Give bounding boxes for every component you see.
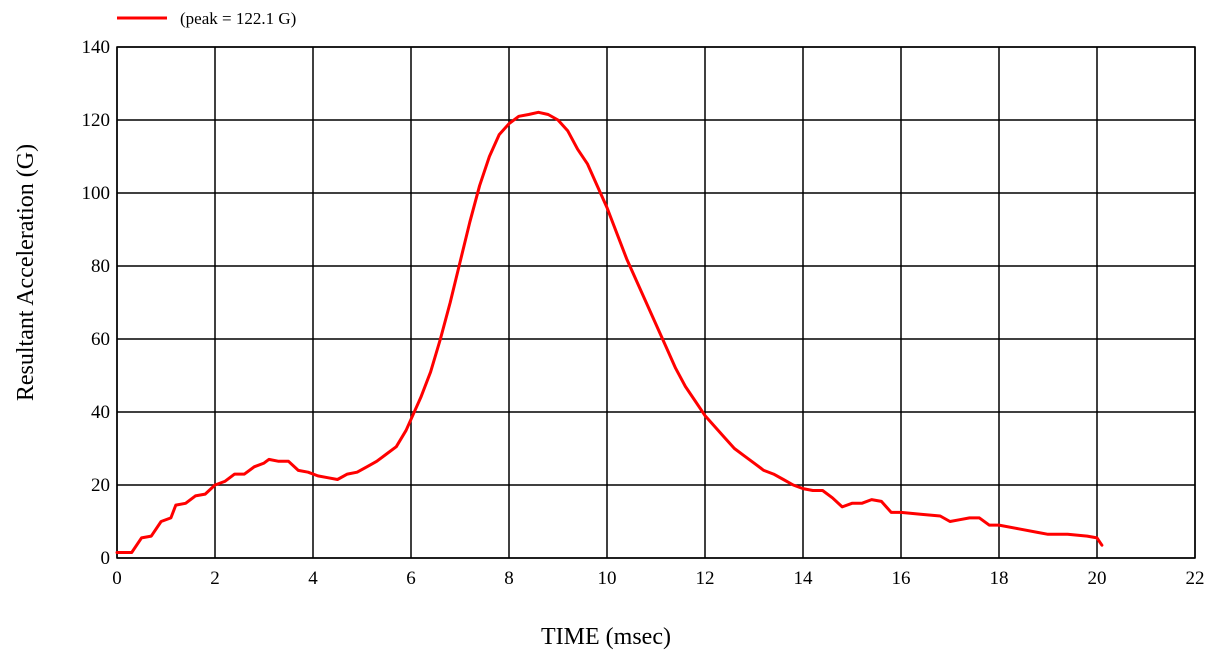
y-tick-labels: 0 20 40 60 80 100 120 140	[82, 37, 111, 569]
x-tick-label: 0	[112, 568, 122, 589]
x-tick-label: 8	[504, 568, 514, 589]
x-tick-label: 14	[794, 568, 814, 589]
legend: (peak = 122.1 G)	[117, 9, 296, 28]
grid	[116, 46, 1196, 559]
x-tick-label: 20	[1088, 568, 1107, 589]
x-tick-label: 18	[990, 568, 1009, 589]
y-tick-label: 140	[82, 37, 111, 58]
x-tick-label: 10	[598, 568, 617, 589]
y-tick-label: 80	[91, 256, 110, 277]
x-tick-label: 22	[1186, 568, 1205, 589]
legend-label: (peak = 122.1 G)	[180, 9, 296, 28]
y-tick-label: 0	[101, 548, 111, 569]
x-tick-label: 4	[308, 568, 318, 589]
y-tick-label: 120	[82, 110, 111, 131]
series-lines	[115, 110, 1104, 554]
y-axis-title: Resultant Acceleration (G)	[13, 144, 39, 401]
y-tick-label: 60	[91, 329, 110, 350]
x-tick-label: 6	[406, 568, 416, 589]
x-tick-label: 12	[696, 568, 715, 589]
x-axis-title: TIME (msec)	[541, 624, 671, 650]
y-tick-label: 20	[91, 475, 110, 496]
y-tick-label: 40	[91, 402, 110, 423]
x-tick-labels: 0 2 4 6 8 10 12 14 16 18 20 22	[112, 568, 1204, 589]
x-tick-label: 16	[892, 568, 911, 589]
series-line	[115, 110, 1104, 554]
y-tick-label: 100	[82, 183, 111, 204]
x-tick-label: 2	[210, 568, 220, 589]
plot-frame	[116, 46, 1196, 559]
